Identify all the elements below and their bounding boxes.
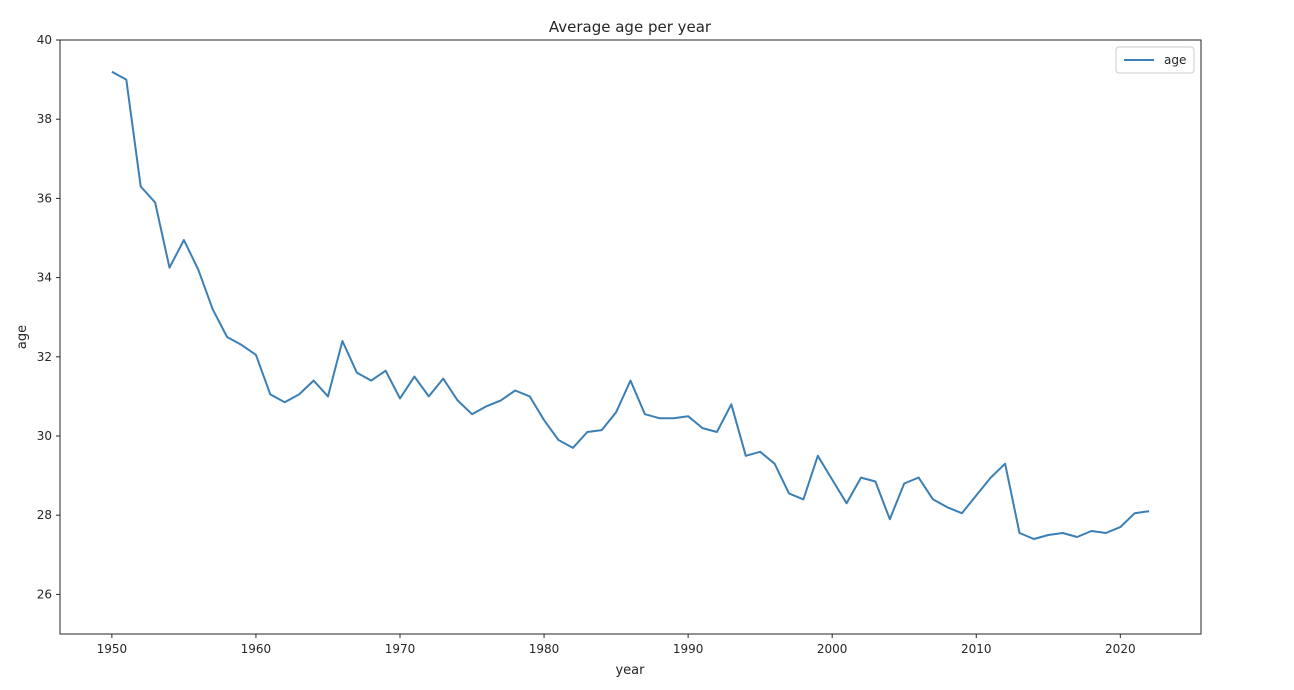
legend-box <box>1115 46 1195 74</box>
x-tick-label: 2020 <box>1105 642 1136 656</box>
x-tick-label: 1980 <box>529 642 560 656</box>
x-tick-label: 1950 <box>97 642 128 656</box>
y-axis: 26 28 30 32 34 36 38 40 <box>37 33 60 601</box>
series-line-age <box>111 70 1150 540</box>
x-axis: 1950 1960 1970 1980 1990 2000 2010 2020 <box>97 634 1136 656</box>
x-tick-label: 1970 <box>385 642 416 656</box>
y-tick-label: 38 <box>37 112 52 126</box>
y-tick-label: 28 <box>37 508 52 522</box>
y-tick-label: 40 <box>37 33 52 47</box>
x-tick-label: 2000 <box>817 642 848 656</box>
legend-entry-age: age <box>1164 53 1186 67</box>
chart-title: Average age per year <box>549 18 712 36</box>
x-tick-label: 1990 <box>673 642 704 656</box>
y-axis-label: age <box>15 325 30 349</box>
y-tick-label: 32 <box>37 350 52 364</box>
y-tick-label: 26 <box>37 587 52 601</box>
x-tick-label: 2010 <box>961 642 992 656</box>
y-tick-label: 36 <box>37 191 52 205</box>
x-axis-label: year <box>615 663 645 678</box>
plot-frame <box>59 39 1202 635</box>
y-tick-label: 34 <box>37 271 52 285</box>
plot-area <box>59 39 1202 635</box>
series-layer <box>111 70 1150 540</box>
y-tick-label: 30 <box>37 429 52 443</box>
legend: age <box>1115 46 1195 74</box>
x-tick-label: 1960 <box>241 642 272 656</box>
